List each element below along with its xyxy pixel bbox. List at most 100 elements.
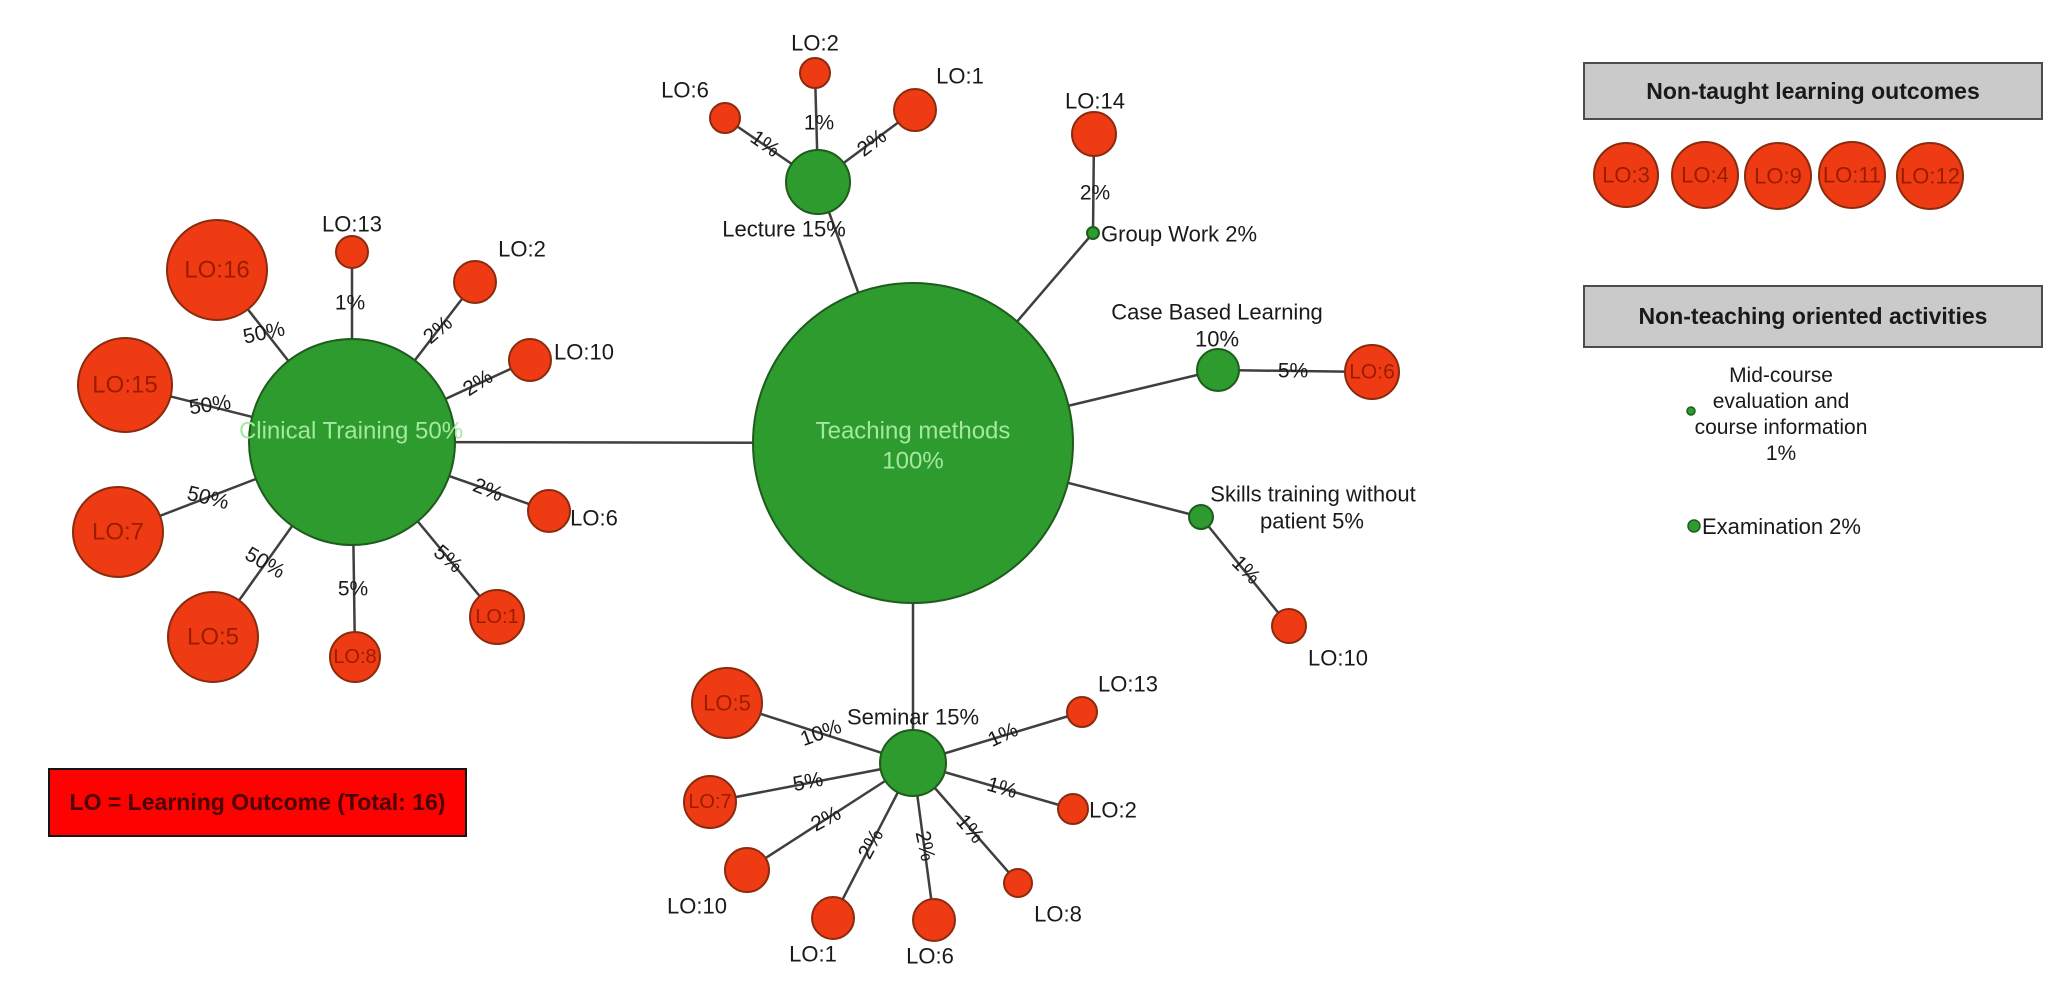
node-groupwork <box>1086 226 1100 240</box>
legend-label: LO = Learning Outcome (Total: 16) <box>69 789 446 815</box>
label-cl-lo16: LO:16 <box>184 257 249 284</box>
label-skills: patient 5% <box>1260 509 1364 534</box>
non-taught-lo3-label: LO:3 <box>1602 163 1650 188</box>
non-taught-lo4-label: LO:4 <box>1681 163 1729 188</box>
node-cl-lo2 <box>453 260 497 304</box>
label-cl-lo2: LO:2 <box>498 237 546 262</box>
non-taught-lo11-label: LO:11 <box>1823 163 1881 188</box>
label-cl-lo7: LO:7 <box>92 519 144 546</box>
non-teaching-item-examination: Examination 2% <box>1702 514 1861 540</box>
node-cl-lo16 <box>166 219 268 321</box>
edge-label-lecture-to-lec-lo2: 1% <box>804 112 834 135</box>
label-sem-lo6: LO:6 <box>906 944 954 969</box>
mid-course-evaluation-dot <box>1686 406 1696 416</box>
node-lo14 <box>1071 111 1117 157</box>
node-cl-lo6 <box>527 489 571 533</box>
panel-header-non-teaching: Non-teaching oriented activities <box>1583 285 2043 348</box>
non-taught-lo11-circle <box>1818 141 1886 209</box>
label-lecture: Lecture 15% <box>722 217 846 242</box>
non-taught-lo3-circle <box>1593 142 1659 208</box>
non-taught-lo9-label: LO:9 <box>1754 164 1802 189</box>
edge-label-seminar-to-sem-lo10: 2% <box>807 802 845 837</box>
node-lec-lo2 <box>799 57 831 89</box>
node-cl-lo13 <box>335 235 369 269</box>
label-casebased: 10% <box>1195 327 1239 352</box>
edge-label-clinical-to-cl-lo15: 50% <box>188 391 233 420</box>
label-groupwork: Group Work 2% <box>1101 222 1257 247</box>
label-casebased: Case Based Learning <box>1111 300 1323 325</box>
label-clinical: Clinical Training 50% <box>239 418 463 445</box>
label-cl-lo8: LO:8 <box>333 646 376 668</box>
node-sem-lo7 <box>683 775 737 829</box>
node-sk-lo10 <box>1271 608 1307 644</box>
label-teaching: 100% <box>882 448 943 475</box>
node-sem-lo10 <box>724 847 770 893</box>
label-cb-lo6: LO:6 <box>1349 361 1395 384</box>
midcourse-line-1: Mid-course <box>1729 364 1833 387</box>
node-seminar <box>879 729 947 797</box>
label-cl-lo1: LO:1 <box>475 606 518 628</box>
edge-label-seminar-to-sem-lo2: 1% <box>984 773 1020 803</box>
node-lec-lo1 <box>893 88 937 132</box>
edge-label-clinical-to-cl-lo16: 50% <box>241 317 287 348</box>
label-cl-lo10: LO:10 <box>554 340 614 365</box>
edge-seminar-to-sem-lo7 <box>709 761 914 804</box>
panel-header-non-teaching-title: Non-teaching oriented activities <box>1638 303 1988 329</box>
examination-dot <box>1687 519 1701 533</box>
non-teaching-item-midcourse: Mid-course evaluation and course informa… <box>1661 363 1901 467</box>
edge-label-clinical-to-cl-lo2: 2% <box>419 311 457 348</box>
node-cl-lo7 <box>72 486 164 578</box>
node-teaching <box>752 282 1074 604</box>
edge-label-clinical-to-cl-lo10: 2% <box>459 365 497 401</box>
edge-label-lecture-to-lec-lo6: 1% <box>746 126 784 162</box>
edge-label-clinical-to-cl-lo6: 2% <box>470 474 507 507</box>
edge-label-seminar-to-sem-lo1: 2% <box>854 825 889 863</box>
non-taught-lo4-circle <box>1671 141 1739 209</box>
non-taught-lo12-label: LO:12 <box>1900 164 1960 189</box>
label-skills: Skills training without <box>1210 482 1415 507</box>
label-sem-lo2: LO:2 <box>1089 798 1137 823</box>
panel-header-non-taught: Non-taught learning outcomes <box>1583 62 2043 120</box>
node-sem-lo1 <box>811 896 855 940</box>
label-teaching: Teaching methods <box>816 418 1011 445</box>
midcourse-line-3: course information <box>1694 416 1868 439</box>
node-cb-lo6 <box>1344 344 1400 400</box>
label-sem-lo5: LO:5 <box>703 691 751 716</box>
node-skills <box>1188 504 1214 530</box>
panel-header-non-taught-title: Non-taught learning outcomes <box>1646 77 1980 104</box>
label-sem-lo8: LO:8 <box>1034 902 1082 927</box>
label-cl-lo6: LO:6 <box>570 506 618 531</box>
node-cl-lo10 <box>508 338 552 382</box>
edge-label-clinical-to-cl-lo13: 1% <box>335 292 365 315</box>
midcourse-line-2: evaluation and <box>1712 390 1850 413</box>
edge-label-seminar-to-sem-lo6: 2% <box>911 829 940 863</box>
label-lo14: LO:14 <box>1065 89 1125 114</box>
node-cl-lo15 <box>77 337 173 433</box>
node-clinical <box>248 338 456 546</box>
node-cl-lo1 <box>469 589 525 645</box>
label-sk-lo10: LO:10 <box>1308 646 1368 671</box>
node-sem-lo5 <box>691 667 763 739</box>
edge-label-lecture-to-lec-lo1: 2% <box>853 125 891 162</box>
edge-label-clinical-to-cl-lo7: 50% <box>185 482 231 514</box>
edge-label-seminar-to-sem-lo13: 1% <box>984 718 1021 752</box>
label-seminar: Seminar 15% <box>847 705 979 730</box>
label-cl-lo13: LO:13 <box>322 212 382 237</box>
edge-label-casebased-to-cb-lo6: 5% <box>1278 360 1308 383</box>
edge-label-clinical-to-cl-lo8: 5% <box>338 578 368 601</box>
node-sem-lo6 <box>912 898 956 942</box>
label-cl-lo5: LO:5 <box>187 624 239 651</box>
non-taught-lo12-circle <box>1896 142 1964 210</box>
node-lec-lo6 <box>709 102 741 134</box>
node-cl-lo5 <box>167 591 259 683</box>
non-taught-lo9-circle <box>1744 142 1812 210</box>
examination-label: Examination 2% <box>1702 514 1861 539</box>
edge-label-seminar-to-sem-lo7: 5% <box>791 768 825 796</box>
node-lecture <box>785 149 851 215</box>
label-lec-lo2: LO:2 <box>791 31 839 56</box>
edge-label-groupwork-to-lo14: 2% <box>1080 182 1110 205</box>
edge-skills-to-sk-lo10 <box>1200 516 1290 627</box>
label-sem-lo7: LO:7 <box>688 791 731 813</box>
label-sem-lo10: LO:10 <box>667 894 727 919</box>
